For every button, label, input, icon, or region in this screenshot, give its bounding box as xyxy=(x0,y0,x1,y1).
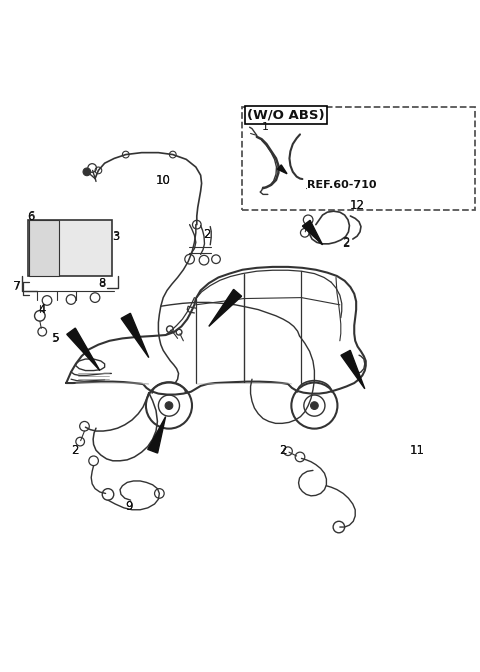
Text: 9: 9 xyxy=(125,500,132,513)
Text: 2: 2 xyxy=(279,444,287,457)
Polygon shape xyxy=(277,165,287,174)
Text: 2: 2 xyxy=(203,228,210,241)
Polygon shape xyxy=(341,350,365,389)
Bar xyxy=(242,107,475,210)
Text: 7: 7 xyxy=(13,281,20,291)
Text: 4: 4 xyxy=(38,303,46,316)
Polygon shape xyxy=(148,417,166,453)
Text: 10: 10 xyxy=(156,173,170,187)
Text: 3: 3 xyxy=(113,232,120,242)
Text: 8: 8 xyxy=(98,277,106,290)
Text: REF.60-710: REF.60-710 xyxy=(307,180,377,190)
Text: 2: 2 xyxy=(203,228,210,241)
Text: 5: 5 xyxy=(52,333,59,343)
Circle shape xyxy=(246,124,252,130)
Text: 2: 2 xyxy=(279,444,287,457)
Text: 5: 5 xyxy=(51,332,59,345)
Text: 2: 2 xyxy=(71,444,78,457)
Text: 6: 6 xyxy=(27,210,35,224)
Polygon shape xyxy=(209,290,241,327)
Text: 3: 3 xyxy=(112,230,120,243)
Text: 12: 12 xyxy=(350,199,365,212)
Circle shape xyxy=(83,168,91,175)
Text: 7: 7 xyxy=(13,280,21,292)
Polygon shape xyxy=(121,313,149,358)
Text: 10: 10 xyxy=(156,173,170,187)
Polygon shape xyxy=(302,220,323,245)
Text: 2: 2 xyxy=(71,444,78,457)
Text: (W/O ABS): (W/O ABS) xyxy=(247,109,325,122)
Bar xyxy=(28,220,112,276)
Text: 9: 9 xyxy=(125,500,132,513)
Circle shape xyxy=(165,402,173,409)
Text: 11: 11 xyxy=(410,444,425,457)
Text: 2: 2 xyxy=(342,236,349,249)
Circle shape xyxy=(311,402,318,409)
Text: 4: 4 xyxy=(39,304,46,314)
Text: 1: 1 xyxy=(262,122,269,132)
Polygon shape xyxy=(67,328,100,370)
Text: 11: 11 xyxy=(410,444,425,457)
Text: 6: 6 xyxy=(28,212,35,222)
Text: 8: 8 xyxy=(98,278,105,288)
Bar xyxy=(29,220,59,276)
Text: 12: 12 xyxy=(350,199,365,212)
Text: 2: 2 xyxy=(342,237,349,251)
